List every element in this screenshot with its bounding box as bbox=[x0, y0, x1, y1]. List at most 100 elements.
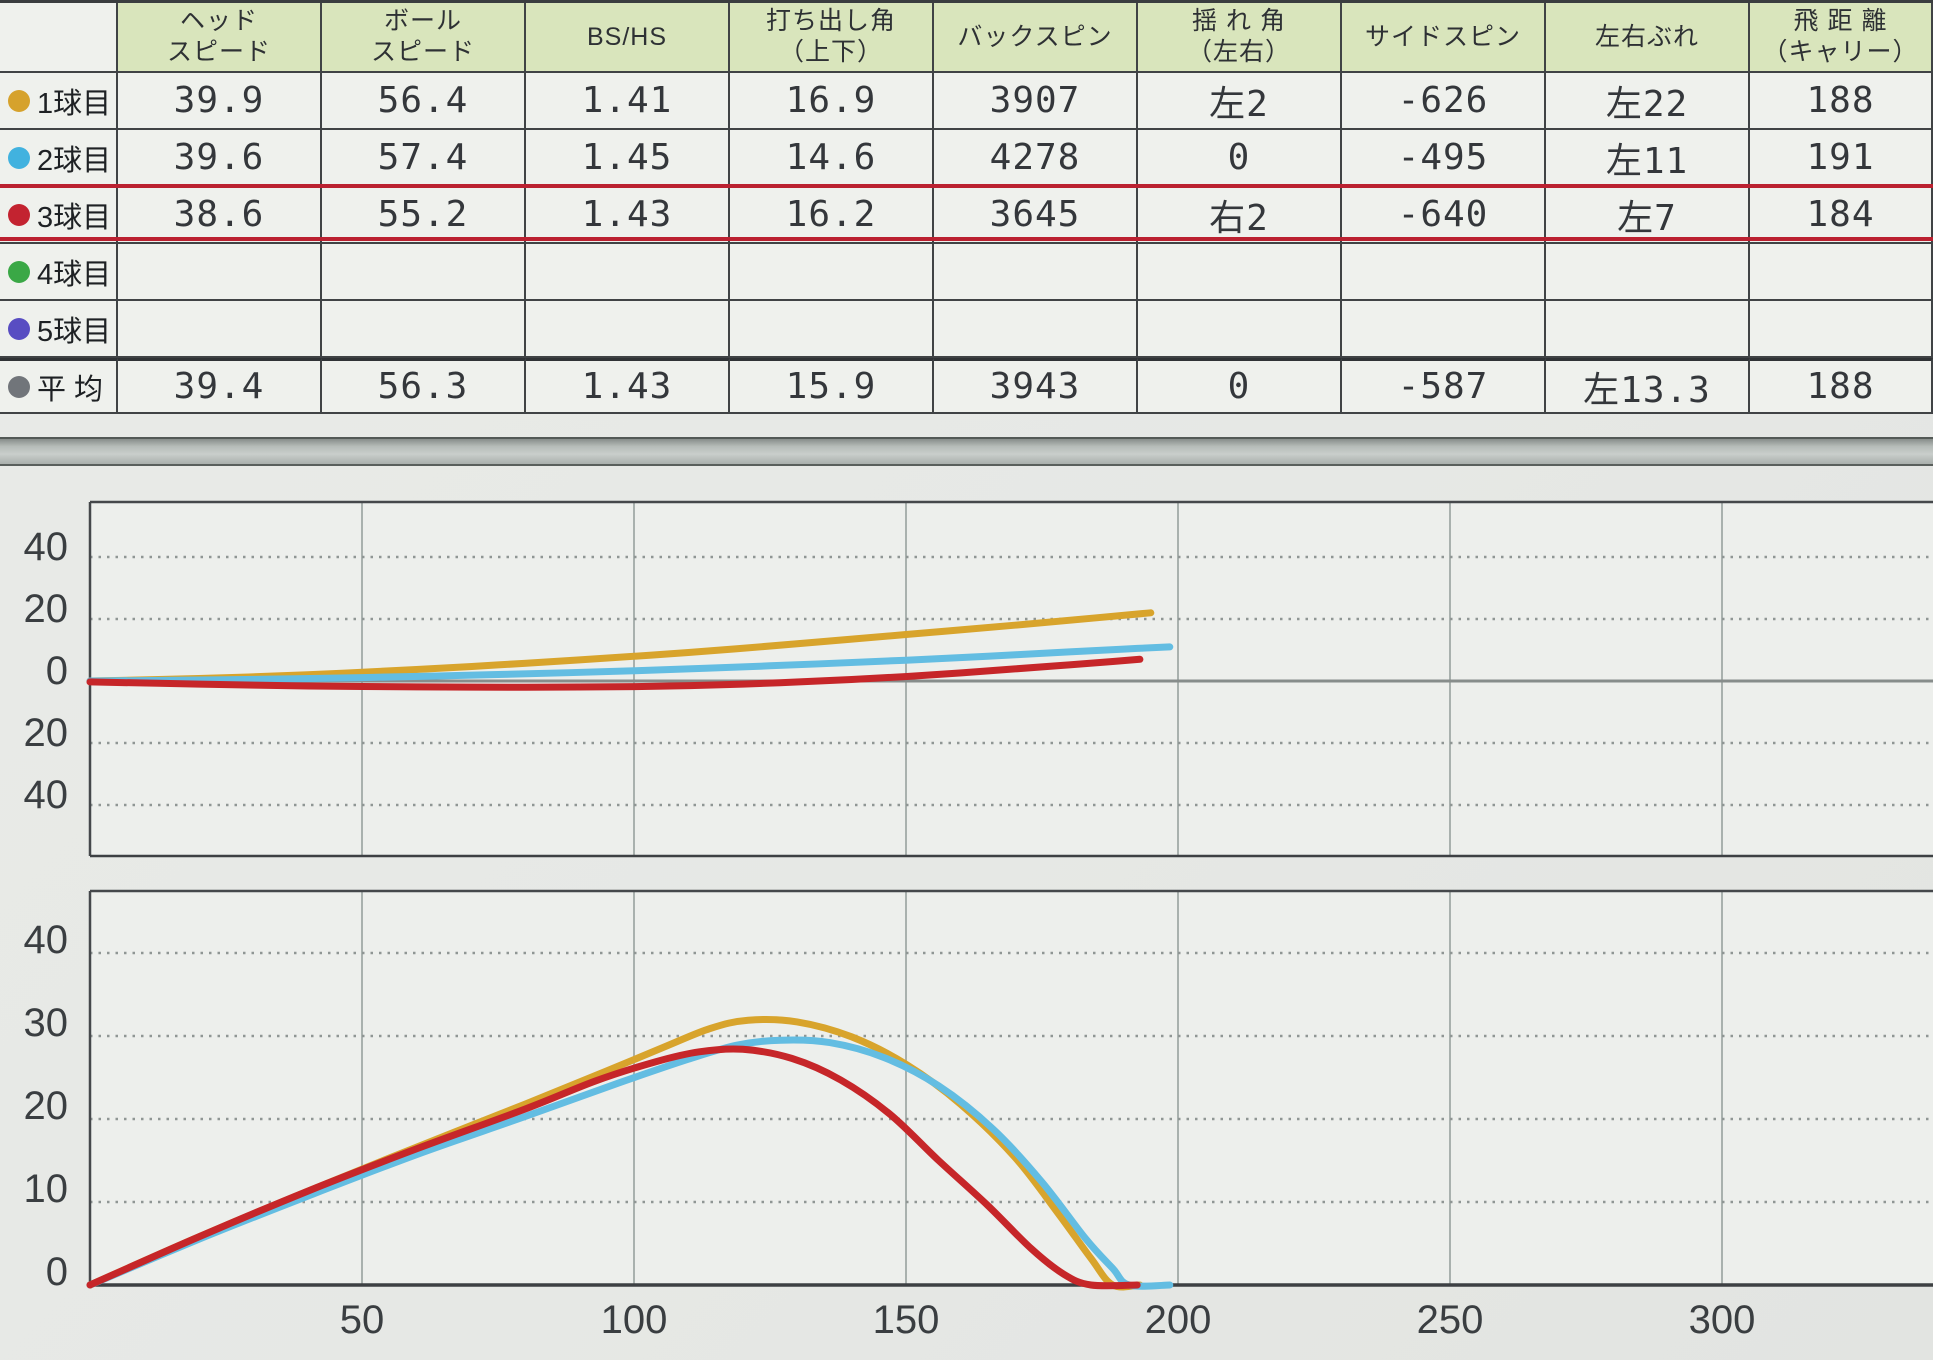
cell-r1-sidespin: -626 bbox=[1342, 73, 1546, 130]
header-cell-backspin: バックスピン bbox=[934, 3, 1138, 73]
side_view-xtick-250: 250 bbox=[1417, 1298, 1484, 1342]
cell-r5-carry bbox=[1750, 301, 1933, 358]
cell-r1-head_speed: 39.9 bbox=[118, 73, 322, 130]
row-label-3[interactable]: 3球目 bbox=[0, 187, 118, 244]
cell-r5-ball_speed bbox=[322, 301, 526, 358]
row-label-1[interactable]: 1球目 bbox=[0, 73, 118, 130]
cell-r6-sidespin: -587 bbox=[1342, 358, 1546, 414]
header-cell-lr_deviation: 左右ぶれ bbox=[1546, 3, 1750, 73]
header-text: BS/HS bbox=[586, 22, 668, 51]
cell-r4-head_speed bbox=[118, 244, 322, 301]
row-label-text: 5球目 bbox=[37, 315, 112, 348]
shot-color-dot bbox=[8, 375, 30, 398]
shot-data-table: ヘッド スピード ボール スピード BS/HS 打ち出し角 （上下） バックスピン揺 れ 角（… bbox=[0, 0, 1933, 414]
header-cell-bs_hs: BS/HS bbox=[526, 3, 730, 73]
header-text: バックスピン bbox=[957, 22, 1113, 51]
header-text: ボール bbox=[383, 7, 462, 35]
header-text: （上下） bbox=[778, 38, 883, 66]
cell-r6-launch_angle: 15.9 bbox=[730, 358, 934, 414]
side_view-ytick-0: 0 bbox=[46, 1250, 68, 1294]
top_view-ytick-0: 0 bbox=[46, 649, 68, 693]
header-text: ヘッド bbox=[179, 7, 258, 35]
cell-r2-lr_deviation: 左11 bbox=[1546, 130, 1750, 187]
cell-r4-lr_deviation bbox=[1546, 244, 1750, 301]
row-label-text: 平 均 bbox=[37, 373, 104, 406]
row-label-text: 2球目 bbox=[37, 144, 112, 177]
cell-r3-launch_angle: 16.2 bbox=[730, 187, 934, 244]
window-splitter[interactable] bbox=[0, 437, 1933, 466]
cell-r4-backspin bbox=[934, 244, 1138, 301]
cell-r5-lr_deviation bbox=[1546, 301, 1750, 358]
cell-r3-backspin: 3645 bbox=[934, 187, 1138, 244]
side_view-xtick-50: 50 bbox=[340, 1298, 385, 1342]
row-label-text: 3球目 bbox=[37, 201, 112, 234]
cell-r1-bs_hs: 1.41 bbox=[526, 73, 730, 130]
top_view-ytick-40: 40 bbox=[24, 773, 69, 817]
cell-r4-launch_angle bbox=[730, 244, 934, 301]
header-text: サイドスピン bbox=[1364, 22, 1521, 51]
row-label-6[interactable]: 平 均 bbox=[0, 358, 118, 414]
header-cell-head_speed: ヘッド スピード bbox=[118, 3, 322, 73]
cell-r2-launch_angle: 14.6 bbox=[730, 130, 934, 187]
top_view-ytick-20: 20 bbox=[24, 711, 69, 755]
side_view-xtick-100: 100 bbox=[601, 1298, 668, 1342]
cell-r1-backspin: 3907 bbox=[934, 73, 1138, 130]
header-text: スピード bbox=[370, 38, 475, 66]
cell-r1-sway_angle: 左2 bbox=[1138, 73, 1342, 130]
header-cell-launch_angle: 打ち出し角 （上下） bbox=[730, 3, 934, 73]
cell-r1-launch_angle: 16.9 bbox=[730, 73, 934, 130]
top_view-ytick-20: 20 bbox=[24, 587, 69, 631]
side_view-ytick-40: 40 bbox=[24, 918, 69, 962]
table-corner-cell bbox=[0, 3, 118, 73]
cell-r3-sway_angle: 右2 bbox=[1138, 187, 1342, 244]
side_view-shot-3-curve bbox=[86, 1045, 1141, 1290]
header-text: 打ち出し角 bbox=[765, 7, 896, 35]
header-text: スピード bbox=[166, 38, 271, 66]
cell-r4-bs_hs bbox=[526, 244, 730, 301]
shot-color-dot bbox=[8, 203, 30, 226]
cell-r5-bs_hs bbox=[526, 301, 730, 358]
cell-r4-ball_speed bbox=[322, 244, 526, 301]
cell-r6-carry: 188 bbox=[1750, 358, 1933, 414]
cell-r2-bs_hs: 1.45 bbox=[526, 130, 730, 187]
header-text: 左右ぶれ bbox=[1594, 22, 1699, 51]
row-label-5[interactable]: 5球目 bbox=[0, 301, 118, 358]
side_view-ytick-30: 30 bbox=[24, 1001, 69, 1045]
cell-r5-sidespin bbox=[1342, 301, 1546, 358]
header-cell-sway_angle: 揺 れ 角 （左右） bbox=[1138, 3, 1342, 73]
cell-r5-sway_angle bbox=[1138, 301, 1342, 358]
cell-r6-bs_hs: 1.43 bbox=[526, 358, 730, 414]
cell-r5-backspin bbox=[934, 301, 1138, 358]
cell-r6-sway_angle: 0 bbox=[1138, 358, 1342, 414]
row-label-text: 1球目 bbox=[37, 87, 112, 120]
cell-r6-lr_deviation: 左13.3 bbox=[1546, 358, 1750, 414]
row-label-4[interactable]: 4球目 bbox=[0, 244, 118, 301]
cell-r1-carry: 188 bbox=[1750, 73, 1933, 130]
top_view-ytick-40: 40 bbox=[24, 525, 69, 569]
header-cell-carry: 飛 距 離 （キャリー） bbox=[1750, 3, 1933, 73]
header-cell-ball_speed: ボール スピード bbox=[322, 3, 526, 73]
top_view-shot-2-curve bbox=[86, 643, 1174, 685]
side_view-xtick-200: 200 bbox=[1145, 1298, 1212, 1342]
side_view-plot-area bbox=[90, 891, 1933, 1285]
cell-r6-backspin: 3943 bbox=[934, 358, 1138, 414]
side_view-xtick-300: 300 bbox=[1689, 1298, 1756, 1342]
header-text: （左右） bbox=[1186, 38, 1291, 66]
cell-r3-head_speed: 38.6 bbox=[118, 187, 322, 244]
cell-r1-ball_speed: 56.4 bbox=[322, 73, 526, 130]
cell-r3-bs_hs: 1.43 bbox=[526, 187, 730, 244]
shot-color-dot bbox=[8, 146, 30, 169]
cell-r4-carry bbox=[1750, 244, 1933, 301]
cell-r3-sidespin: -640 bbox=[1342, 187, 1546, 244]
side_view-ytick-20: 20 bbox=[24, 1084, 69, 1128]
shot-color-dot bbox=[8, 317, 30, 340]
header-text: 飛 距 離 bbox=[1793, 7, 1888, 35]
side_view-ytick-10: 10 bbox=[24, 1167, 69, 1211]
cell-r3-carry: 184 bbox=[1750, 187, 1933, 244]
cell-r2-backspin: 4278 bbox=[934, 130, 1138, 187]
shot-color-dot bbox=[8, 260, 30, 283]
cell-r6-ball_speed: 56.3 bbox=[322, 358, 526, 414]
header-text: 揺 れ 角 bbox=[1192, 7, 1286, 35]
